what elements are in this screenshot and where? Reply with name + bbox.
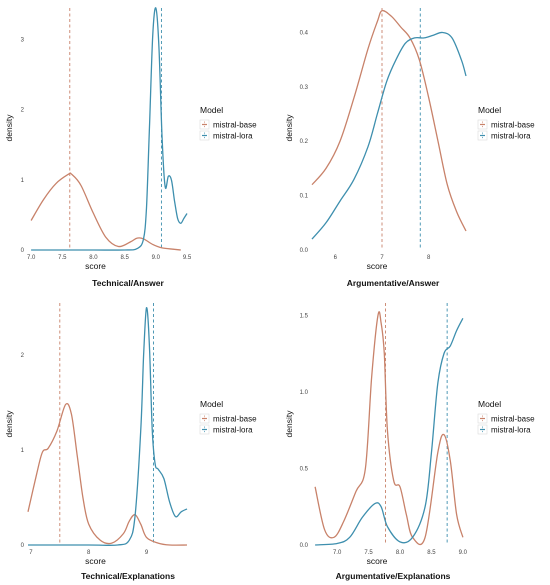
panel-title: Argumentative/Answer [347, 278, 440, 288]
legend: Model mistral-base mistral-lora [477, 105, 535, 141]
legend: Model mistral-base mistral-lora [199, 399, 257, 435]
density-curve-mistral-base [314, 311, 464, 546]
y-tick-label: 1.5 [300, 313, 309, 319]
panel-technical-answer: 0 1 2 3 7.0 7.5 8.0 8.5 9.0 9.5 score density Techni… [4, 7, 257, 288]
x-tick-label: 7.0 [333, 550, 342, 556]
legend: Model mistral-base mistral-lora [477, 399, 535, 435]
y-axis-label: density [284, 114, 294, 142]
x-tick-label: 8.5 [120, 255, 129, 261]
x-tick-label: 7.5 [58, 255, 67, 261]
legend-label-mistral-base: mistral-base [491, 415, 535, 424]
panel-technical-explanations: 0 1 2 7 8 9 score density Technical/Explanations… [4, 303, 257, 581]
density-curve-mistral-lora [315, 317, 464, 546]
density-curve-mistral-lora [311, 31, 467, 240]
panel-title: Technical/Answer [92, 278, 164, 288]
x-axis-label: score [85, 261, 106, 271]
y-tick-label: 0 [21, 543, 25, 549]
legend-label-mistral-lora: mistral-lora [491, 426, 531, 435]
panel-argumentative-answer: 0.0 0.1 0.2 0.3 0.4 6 7 8 score density Argumentat… [284, 8, 535, 288]
density-curve-mistral-base [311, 9, 467, 232]
x-tick-label: 8.5 [427, 550, 436, 556]
x-tick-label: 7 [380, 255, 384, 261]
legend: Model mistral-base mistral-lora [199, 105, 257, 141]
x-axis-label: score [367, 556, 388, 566]
x-axis-label: score [85, 556, 106, 566]
panel-argumentative-explanations: 0.0 0.5 1.0 1.5 7.0 7.5 8.0 8.5 9.0 score density A… [284, 303, 535, 581]
legend-title: Model [478, 105, 501, 115]
legend-title: Model [478, 399, 501, 409]
legend-label-mistral-lora: mistral-lora [213, 132, 253, 141]
y-axis-label: density [4, 114, 14, 142]
y-tick-label: 2 [21, 353, 25, 359]
density-curve-mistral-base [30, 172, 181, 251]
x-tick-label: 8.0 [89, 255, 98, 261]
y-tick-label: 0.0 [300, 248, 309, 254]
x-tick-label: 6 [334, 255, 338, 261]
legend-label-mistral-base: mistral-base [213, 121, 257, 130]
y-tick-label: 2 [21, 108, 25, 114]
y-tick-label: 0.4 [300, 30, 309, 36]
density-curve-mistral-lora [27, 307, 188, 547]
legend-label-mistral-lora: mistral-lora [491, 132, 531, 141]
x-axis-label: score [367, 261, 388, 271]
x-tick-label: 8 [87, 550, 91, 556]
x-tick-label: 7.0 [27, 255, 36, 261]
legend-label-mistral-base: mistral-base [491, 121, 535, 130]
legend-label-mistral-base: mistral-base [213, 415, 257, 424]
legend-label-mistral-lora: mistral-lora [213, 426, 253, 435]
y-tick-label: 0.2 [300, 139, 309, 145]
y-tick-label: 0.3 [300, 85, 309, 91]
x-tick-label: 8 [427, 255, 431, 261]
x-tick-label: 8.0 [396, 550, 405, 556]
y-tick-label: 0.5 [300, 466, 309, 472]
y-tick-label: 0.0 [300, 543, 309, 549]
panel-title: Technical/Explanations [81, 571, 175, 581]
y-axis-label: density [284, 410, 294, 438]
density-curve-mistral-lora [31, 7, 188, 251]
x-tick-label: 9.5 [183, 255, 192, 261]
y-tick-label: 0.1 [300, 194, 309, 200]
panel-title: Argumentative/Explanations [336, 571, 451, 581]
x-tick-label: 7.5 [364, 550, 373, 556]
legend-title: Model [200, 105, 223, 115]
x-tick-label: 9.0 [459, 550, 468, 556]
density-curve-mistral-base [27, 402, 188, 546]
y-tick-label: 1 [21, 178, 25, 184]
y-tick-label: 0 [21, 248, 25, 254]
y-tick-label: 1.0 [300, 390, 309, 396]
x-tick-label: 7 [29, 550, 33, 556]
x-tick-label: 9.0 [152, 255, 161, 261]
x-tick-label: 9 [145, 550, 149, 556]
y-axis-label: density [4, 410, 14, 438]
legend-title: Model [200, 399, 223, 409]
y-tick-label: 3 [21, 38, 25, 44]
y-tick-label: 1 [21, 448, 25, 454]
